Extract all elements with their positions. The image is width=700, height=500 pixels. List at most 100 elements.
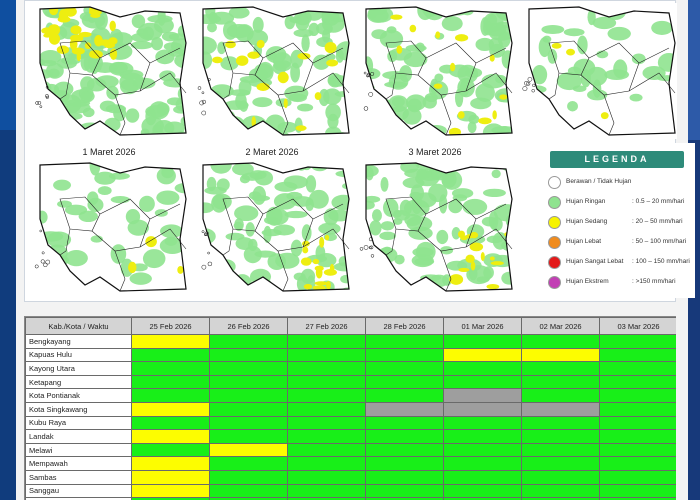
legend-item-range: : 20 – 50 mm/hari <box>632 218 683 225</box>
regency-border <box>277 94 289 136</box>
map-date-caption: 2 Maret 2026 <box>245 147 299 157</box>
forecast-cell-cloudy <box>443 388 522 403</box>
forecast-cell-light <box>287 374 366 390</box>
rain-light-patch <box>469 266 478 281</box>
rain-light-patch <box>379 231 397 241</box>
rain-light-patch <box>366 281 385 291</box>
rain-moderate-patch <box>490 261 504 266</box>
rain-light-patch <box>441 170 457 188</box>
rain-light-patch <box>87 191 99 206</box>
region-name-cell: Kota Singkawang <box>25 401 132 417</box>
rain-light-patch <box>212 193 232 210</box>
rain-light-patch <box>482 188 506 198</box>
rain-light-patch <box>338 256 349 267</box>
rain-light-patch <box>433 163 449 172</box>
region-name-cell: Sambas <box>25 469 132 485</box>
rain-light-patch <box>388 73 409 90</box>
rain-moderate-patch <box>78 31 92 38</box>
rain-moderate-patch <box>76 52 82 62</box>
forecast-cell-light <box>365 334 444 349</box>
rain-light-patch <box>40 120 56 135</box>
rain-light-patch <box>295 13 310 31</box>
rain-light-patch <box>366 281 385 289</box>
island-outline <box>208 78 211 81</box>
rain-light-patch <box>40 112 50 126</box>
island-outline <box>204 231 209 236</box>
rain-light-patch <box>233 221 243 230</box>
rain-light-patch <box>483 266 494 280</box>
regional-forecast-table: Kab./Kota / Waktu 25 Feb 2026 26 Feb 2026 2… <box>24 316 676 500</box>
rain-light-patch <box>425 124 447 135</box>
rain-moderate-patch <box>325 280 331 290</box>
island-outline <box>363 71 367 75</box>
island-outline <box>531 89 535 93</box>
rain-light-patch <box>80 90 92 103</box>
rain-moderate-patch <box>504 232 512 237</box>
rain-light-patch <box>421 129 431 135</box>
column-header-date: 28 Feb 2026 <box>365 317 444 335</box>
forecast-cell-moderate <box>131 334 210 349</box>
rain-light-patch <box>92 62 118 73</box>
rain-light-patch <box>203 51 213 69</box>
rain-light-patch <box>266 206 283 226</box>
rain-moderate-patch <box>97 40 111 46</box>
rain-light-patch <box>368 7 394 23</box>
rain-light-patch <box>43 83 60 96</box>
rain-light-patch <box>275 98 292 108</box>
forecast-cell-light <box>131 442 210 458</box>
forecast-cell-light <box>131 388 210 403</box>
table-row: Bengkayang <box>25 334 676 349</box>
rain-light-patch <box>577 35 588 55</box>
forecast-cell-moderate <box>443 347 522 363</box>
forecast-cell-cloudy <box>521 401 600 417</box>
rain-moderate-patch <box>84 42 92 50</box>
rain-light-patch <box>164 236 178 246</box>
island-outline <box>41 251 45 255</box>
rain-moderate-patch <box>235 55 249 66</box>
rain-light-patch <box>272 52 292 70</box>
rain-moderate-patch <box>450 62 456 72</box>
rain-light-patch <box>366 100 371 112</box>
rain-light-patch <box>53 179 71 191</box>
rain-light-patch <box>403 199 430 217</box>
rain-moderate-patch <box>551 42 562 49</box>
regency-border <box>254 42 314 96</box>
rain-light-patch <box>501 50 512 69</box>
rain-light-patch <box>227 280 243 291</box>
forecast-cell-light <box>599 469 676 485</box>
forecast-cell-light <box>209 361 288 376</box>
forecast-cell-light <box>365 456 444 471</box>
column-header-date: 27 Feb 2026 <box>287 317 366 335</box>
regency-border <box>385 72 397 100</box>
rain-light-patch <box>308 22 320 37</box>
rain-moderate-patch <box>43 33 52 38</box>
regency-border <box>417 42 477 96</box>
regency-border <box>385 196 427 232</box>
rain-moderate-patch <box>324 234 330 241</box>
forecast-cell-light <box>131 374 210 390</box>
rain-light-patch <box>125 209 141 225</box>
rain-moderate-patch <box>302 240 310 247</box>
province-border <box>202 162 350 292</box>
regency-border <box>638 47 670 64</box>
rain-light-patch <box>254 170 274 186</box>
rain-light-patch <box>327 73 343 88</box>
rain-light-patch <box>203 14 222 25</box>
rain-light-patch <box>234 205 259 222</box>
regency-border <box>59 72 71 100</box>
forecast-cell-light <box>131 361 210 376</box>
forecast-cell-light <box>599 497 676 500</box>
rain-light-patch <box>380 177 389 192</box>
regency-border <box>59 40 101 76</box>
rain-light-patch <box>232 163 254 176</box>
legend-swatch-icon <box>548 216 561 229</box>
island-outline <box>369 245 374 250</box>
rain-moderate-patch <box>297 52 311 60</box>
island-outline <box>207 261 213 267</box>
forecast-map-1: 1 Maret 2026 <box>30 145 188 299</box>
rain-light-patch <box>226 23 252 39</box>
rain-light-patch <box>203 36 217 55</box>
regency-border <box>149 47 181 64</box>
rain-light-patch <box>110 244 127 264</box>
rain-light-patch <box>642 65 666 81</box>
